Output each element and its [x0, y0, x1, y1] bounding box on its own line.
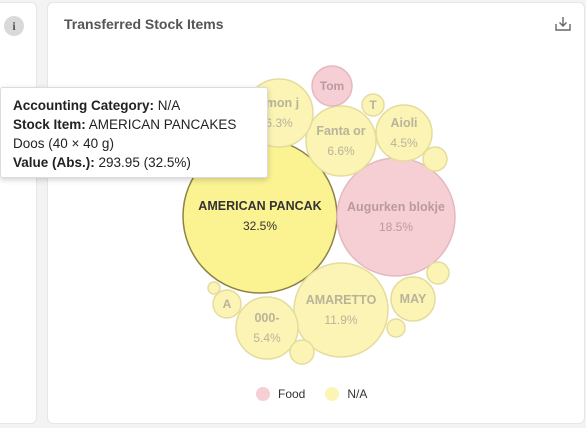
bubble-aioli[interactable]: Aioli 4.5%	[375, 104, 433, 162]
bubble-tom[interactable]: Tom	[311, 65, 353, 107]
bubble-label: Fanta or	[316, 124, 365, 138]
tooltip-category-label: Accounting Category:	[13, 98, 155, 113]
bubble-000[interactable]: 000- 5.4%	[235, 296, 299, 360]
bubble-circle[interactable]	[361, 93, 385, 117]
legend-swatch-food	[256, 387, 270, 401]
bubble-small-11[interactable]	[422, 146, 448, 172]
bubble-label: Tom	[320, 79, 344, 93]
legend-label-na: N/A	[347, 387, 368, 401]
tooltip-item-detail: Doos (40 × 40 g)	[13, 136, 114, 151]
bubble-circle[interactable]	[311, 65, 353, 107]
left-panel: i	[0, 2, 37, 424]
legend-label-food: Food	[278, 387, 306, 401]
bubble-a[interactable]: A	[212, 289, 242, 319]
bubble-label: Aioli	[390, 116, 417, 130]
tooltip-item-value: AMERICAN PANCAKES	[88, 117, 237, 132]
tooltip-category-value: N/A	[157, 98, 181, 113]
tooltip-item-label: Stock Item:	[13, 117, 86, 132]
bubble-label: AMERICAN PANCAK	[198, 199, 321, 213]
bubble-value: 4.5%	[390, 136, 418, 150]
chart-legend: Food N/A	[256, 385, 387, 403]
bubble-label: MAY	[400, 292, 427, 306]
bubble-circle[interactable]	[207, 281, 221, 295]
chart-tooltip: Accounting Category: N/A Stock Item: AME…	[0, 87, 268, 178]
bubble-circle[interactable]	[293, 262, 389, 358]
bubble-circle[interactable]	[426, 261, 450, 285]
bubble-label: Augurken blokje	[347, 200, 445, 214]
bubble-small-13[interactable]	[289, 339, 315, 365]
bubble-label: AMARETTO	[306, 293, 377, 307]
bubble-circle[interactable]	[336, 157, 456, 277]
bubble-circle[interactable]	[289, 339, 315, 365]
chart-card: Transferred Stock Items	[47, 2, 585, 424]
bubble-circle[interactable]	[375, 104, 433, 162]
tooltip-value-value: 293.95 (32.5%)	[98, 155, 191, 170]
bubble-small-15[interactable]	[207, 281, 221, 295]
bubble-label: emon j	[259, 96, 299, 110]
bubble-value: 32.5%	[243, 219, 277, 233]
bubble-label: 000-	[254, 311, 279, 325]
bubble-circle[interactable]	[422, 146, 448, 172]
bubble-value: 18.5%	[379, 220, 413, 234]
legend-item-na[interactable]: N/A	[325, 387, 367, 401]
info-icon[interactable]: i	[4, 16, 24, 36]
card-title: Transferred Stock Items	[64, 16, 224, 32]
tooltip-value-label: Value (Abs.):	[13, 155, 95, 170]
download-icon[interactable]	[554, 15, 572, 33]
bubble-amaretto[interactable]: AMARETTO 11.9%	[293, 262, 389, 358]
bubble-value: 11.9%	[324, 313, 357, 327]
bubble-small-14[interactable]	[386, 318, 406, 338]
bubble-circle[interactable]	[305, 105, 377, 177]
bubble-label: A	[223, 297, 232, 311]
bubble-t[interactable]: T	[361, 93, 385, 117]
bubble-small-12[interactable]	[426, 261, 450, 285]
bubble-circle[interactable]	[390, 276, 436, 322]
bubble-circle[interactable]	[235, 296, 299, 360]
bubble-label: T	[369, 98, 377, 112]
legend-swatch-na	[325, 387, 340, 401]
bubble-circle[interactable]	[386, 318, 406, 338]
bubble-value: 5.4%	[253, 331, 281, 345]
bubble-fanta-or[interactable]: Fanta or 6.6%	[305, 105, 377, 177]
bubble-circle[interactable]	[212, 289, 242, 319]
bubble-may[interactable]: MAY	[390, 276, 436, 322]
bubble-value: 6.6%	[327, 144, 355, 158]
bubble-value: 6.3%	[265, 116, 293, 130]
bubble-augurken-blokje[interactable]: Augurken blokje 18.5%	[336, 157, 456, 277]
legend-item-food[interactable]: Food	[256, 387, 305, 401]
